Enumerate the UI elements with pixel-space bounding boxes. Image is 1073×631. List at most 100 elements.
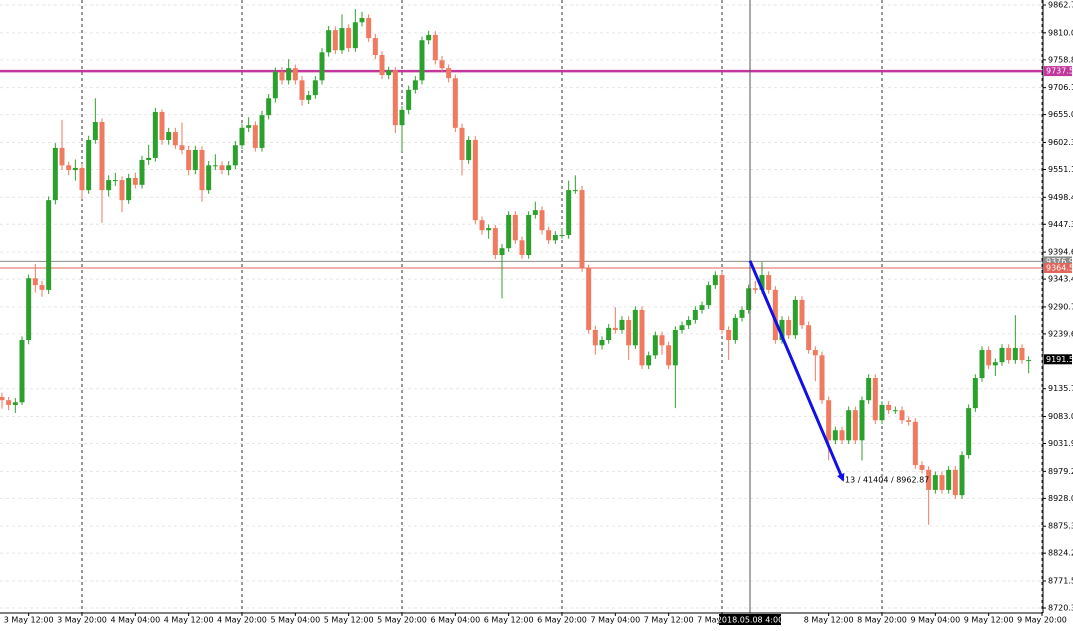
x-tick-label: 5 May 04:00 [270,616,320,625]
candle-body [352,22,358,49]
candle-body [806,325,812,351]
y-tick-label: 8720.3 [1048,604,1073,613]
candle-body [852,410,858,441]
candle-body [939,475,945,490]
candle-body [792,299,798,336]
candle-body [26,278,32,341]
y-tick-label: 9083.0 [1048,412,1073,421]
candle-body [459,127,465,161]
candle-body [959,455,965,496]
candle-body [259,115,265,148]
candle-body [619,319,625,330]
candle-body [546,230,552,241]
candle-body [579,190,585,269]
candle-body [819,355,825,401]
candle-body [612,327,618,330]
y-tick-label: 8824.2 [1048,549,1073,558]
candle-body [1026,360,1032,362]
candle-body [426,34,432,41]
candle-body [452,78,458,128]
candle-body [166,132,172,140]
price-box [1044,262,1072,273]
candle-body [506,214,512,249]
candle-body [279,71,285,81]
candle-body [719,275,725,330]
crosshair-label: 2018.05.08 4:00 [717,616,783,625]
candle-body [832,430,838,441]
candle-body [6,400,12,405]
candle-body [772,289,778,341]
price-box-label: 9191.5 [1046,355,1073,364]
x-tick-label: 6 May 04:00 [430,616,480,625]
candle-body [706,285,712,306]
candle-body [479,220,485,231]
candle-body [526,214,532,256]
candle-body [1006,347,1012,361]
candle-body [559,234,565,236]
candle-body [739,309,745,318]
y-tick-label: 9551.1 [1048,165,1073,174]
candle-body [12,402,18,405]
candle-body [899,410,905,421]
candle-body [419,40,425,81]
candle-body [826,400,832,441]
candle-body [159,111,165,140]
x-tick-label: 3 May 12:00 [4,616,54,625]
candle-body [779,319,785,341]
candle-body [766,275,772,290]
y-tick-label: 9135.7 [1048,384,1073,393]
y-tick-label: 8875.3 [1048,522,1073,531]
candle-body [626,319,632,346]
candle-body [906,420,912,422]
candle-body [679,325,685,330]
candle-body [212,165,218,167]
candle-body [386,70,392,76]
candle-body [759,275,765,290]
candle-body [312,80,318,96]
candle-body [66,165,72,171]
candle-body [432,34,438,61]
candle-body [0,397,5,401]
y-tick-label: 9498.4 [1048,193,1073,202]
candle-body [912,421,918,466]
candle-body [999,347,1005,363]
candle-body [492,228,498,256]
candle-body [86,139,92,191]
candle-body [392,70,398,126]
candle-body [466,139,472,161]
candle-body [752,288,758,290]
y-tick-label: 9290.7 [1048,302,1073,311]
y-tick-label: 8771.5 [1048,576,1073,585]
y-tick-label: 9862.7 [1048,1,1073,10]
candle-body [646,355,652,366]
price-box-label: 9737.5 [1046,67,1073,76]
x-tick-label: 8 May 12:00 [804,616,854,625]
price-box-label: 9376.9 [1046,257,1073,266]
candle-body [346,28,352,49]
candle-body [119,180,125,201]
y-tick-label: 9655.0 [1048,110,1073,119]
candle-body [326,30,332,53]
candle-body [686,319,692,326]
candle-body [59,147,65,166]
candle-body [919,465,925,470]
candle-body [552,234,558,241]
x-tick-label: 4 May 12:00 [164,616,214,625]
x-tick-label: 5 May 12:00 [324,616,374,625]
candle-body [892,410,898,412]
candle-body [172,132,178,146]
price-box [1044,66,1072,77]
candle-body [39,285,45,290]
x-tick-label: 9 May 12:00 [964,616,1014,625]
candle-body [226,165,232,171]
candle-body [666,345,672,366]
candle-body [199,149,205,191]
candle-body [286,68,292,81]
x-tick-label: 4 May 04:00 [110,616,160,625]
candle-body [206,165,212,191]
candle-body [586,268,592,330]
candle-body [532,210,538,215]
candle-body [519,240,525,256]
candle-body [839,430,845,441]
candle-body [99,122,105,191]
